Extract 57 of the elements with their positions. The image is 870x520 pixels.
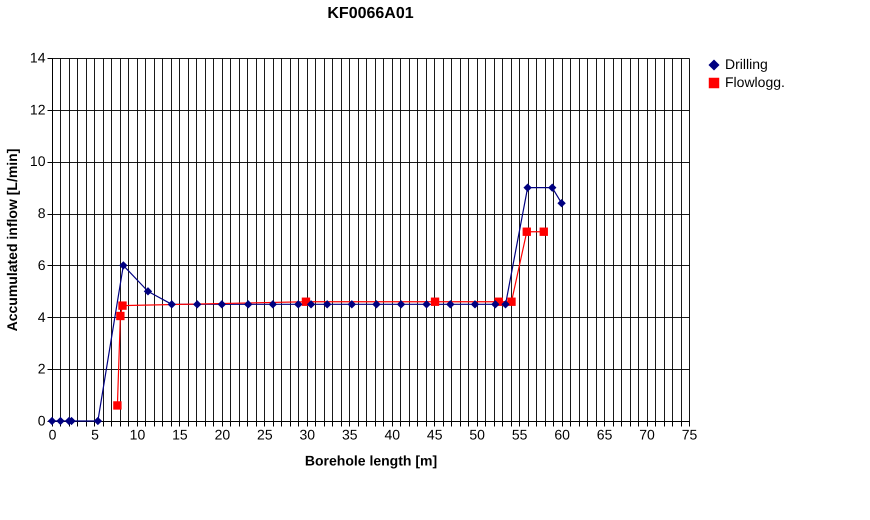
point	[396, 300, 406, 309]
point	[168, 300, 176, 309]
x-tick-label: 15	[172, 426, 188, 442]
y-tick-label: 0	[38, 412, 46, 428]
point	[306, 300, 316, 309]
point	[323, 300, 332, 309]
point	[294, 300, 302, 309]
legend-label: Drilling	[725, 56, 768, 72]
point	[372, 300, 381, 309]
y-tick-label: 12	[30, 101, 46, 118]
point	[268, 300, 278, 309]
point	[119, 261, 128, 270]
point	[116, 312, 125, 320]
point	[491, 300, 500, 309]
x-tick-label: 35	[342, 426, 358, 442]
point	[348, 300, 356, 309]
point	[470, 300, 480, 309]
point	[507, 298, 516, 306]
legend-label: Flowlogg.	[725, 74, 785, 90]
x-tick-label: 0	[48, 426, 57, 442]
point	[548, 183, 556, 192]
point	[540, 228, 548, 236]
x-tick-label: 55	[512, 426, 528, 442]
point	[244, 300, 252, 309]
x-tick-label: 45	[426, 426, 443, 442]
x-tick-label: 10	[130, 426, 146, 442]
y-tick-label: 6	[38, 256, 46, 273]
point	[218, 300, 226, 309]
x-tick-label: 20	[214, 426, 230, 442]
point	[501, 300, 510, 309]
x-tick-label: 50	[469, 426, 486, 442]
point	[522, 228, 531, 236]
y-tick-label: 2	[38, 360, 46, 377]
x-tick-label: 30	[300, 426, 316, 442]
point	[422, 300, 431, 309]
point	[144, 287, 152, 296]
y-tick-label: 14	[30, 50, 46, 66]
point	[557, 199, 566, 208]
y-axis-title: Accumulated inflow [L/min]	[4, 148, 20, 332]
x-tick-label: 70	[639, 426, 656, 442]
point	[113, 401, 122, 410]
y-tick-label: 10	[30, 153, 46, 170]
point	[523, 183, 532, 192]
x-tick-label: 40	[384, 426, 400, 442]
x-tick-label: 25	[257, 426, 273, 442]
x-tick-label: 5	[91, 426, 100, 442]
point	[118, 301, 127, 310]
point	[430, 298, 440, 306]
point	[193, 300, 202, 309]
x-tick-label: 60	[554, 426, 570, 442]
x-axis-title: Borehole length [m]	[304, 452, 438, 468]
y-tick-label: 4	[38, 308, 46, 325]
y-tick-label: 8	[38, 205, 46, 222]
x-tick-label: 65	[596, 426, 613, 442]
x-tick-label: 75	[682, 426, 698, 442]
point	[446, 300, 455, 309]
chart-title: KF0066A01	[327, 5, 414, 22]
